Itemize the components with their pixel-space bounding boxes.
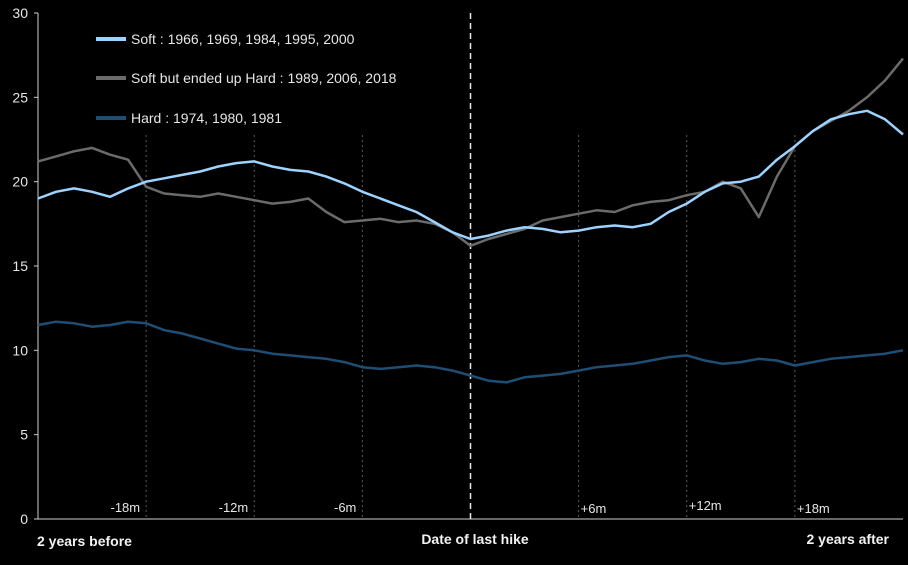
- y-tick-label: 10: [12, 342, 28, 358]
- period-label: +18m: [797, 501, 830, 516]
- period-labels: -18m -12m -6m +6m +12m +18m: [111, 498, 830, 516]
- y-tick-label: 15: [12, 258, 28, 274]
- legend-label-hard: Hard : 1974, 1980, 1981: [131, 110, 282, 126]
- y-tick-label: 0: [20, 511, 28, 527]
- legend-label-soft-hard: Soft but ended up Hard : 1989, 2006, 201…: [131, 70, 397, 86]
- legend: Soft : 1966, 1969, 1984, 1995, 2000 Soft…: [96, 31, 397, 126]
- period-label: -18m: [111, 500, 141, 515]
- y-tick-label: 25: [12, 89, 28, 105]
- legend-label-soft: Soft : 1966, 1969, 1984, 1995, 2000: [131, 31, 355, 47]
- period-gridlines: [145, 135, 796, 519]
- x-label-right: 2 years after: [806, 531, 889, 547]
- y-axis-ticks: 0 5 10 15 20 25 30: [12, 5, 38, 527]
- period-label: +6m: [581, 501, 607, 516]
- y-tick-label: 20: [12, 174, 28, 190]
- x-label-center: Date of last hike: [421, 531, 529, 547]
- period-label: -12m: [219, 500, 249, 515]
- series-line-0: [37, 109, 904, 241]
- x-label-left: 2 years before: [37, 533, 132, 549]
- series-line-1: [37, 57, 904, 248]
- period-label: +12m: [689, 498, 722, 513]
- y-tick-label: 5: [20, 427, 28, 443]
- period-label: -6m: [334, 500, 356, 515]
- series-line-2: [37, 320, 904, 384]
- series-lines: [37, 57, 904, 384]
- y-tick-label: 30: [12, 5, 28, 21]
